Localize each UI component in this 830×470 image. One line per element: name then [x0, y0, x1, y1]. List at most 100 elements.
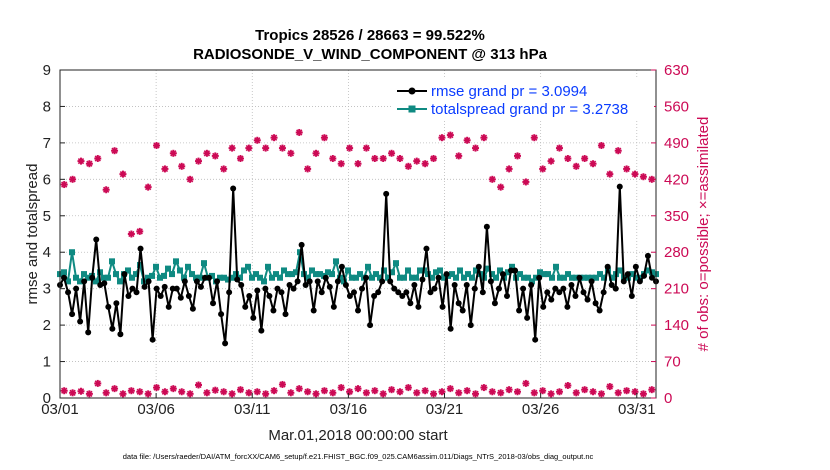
- rmse-point: [129, 285, 136, 292]
- obs-low-point: [614, 389, 622, 397]
- rmse-point: [516, 307, 523, 314]
- totalspread-point: [413, 274, 419, 281]
- totalspread-point: [293, 269, 299, 276]
- rmse-point: [604, 263, 611, 270]
- totalspread-point: [325, 269, 331, 276]
- totalspread-point: [465, 271, 471, 278]
- totalspread-point: [305, 274, 311, 281]
- legend-spread-marker: [408, 105, 416, 113]
- totalspread-point: [209, 272, 215, 279]
- obs-assimilated-point: [497, 183, 505, 191]
- totalspread-point: [365, 263, 371, 270]
- totalspread-point: [237, 274, 243, 281]
- obs-assimilated-point: [329, 155, 337, 163]
- rmse-point: [560, 285, 567, 292]
- totalspread-point: [177, 267, 183, 274]
- obs-assimilated-point: [547, 157, 555, 165]
- obs-low-point: [362, 389, 370, 397]
- obs-assimilated-point: [102, 186, 110, 194]
- obs-assimilated-point: [539, 165, 547, 173]
- totalspread-point: [341, 278, 347, 285]
- obs-low-point: [623, 387, 631, 395]
- rmse-point: [298, 241, 305, 248]
- y-right-tick-label: 560: [664, 98, 689, 115]
- y-left-tick-label: 5: [43, 208, 51, 225]
- rmse-point: [520, 285, 527, 292]
- totalspread-point: [285, 271, 291, 278]
- y-left-tick-label: 2: [43, 317, 51, 334]
- rmse-point: [342, 282, 349, 289]
- x-axis-label: Mar.01,2018 00:00:00 start: [268, 427, 448, 444]
- totalspread-point: [113, 271, 119, 278]
- rmse-point: [230, 185, 237, 192]
- rmse-point: [455, 300, 462, 307]
- rmse-point: [407, 300, 414, 307]
- rmse-point: [294, 278, 301, 285]
- totalspread-point: [257, 274, 263, 281]
- rmse-point: [423, 245, 430, 252]
- rmse-point: [600, 289, 607, 296]
- obs-low-point: [572, 389, 580, 397]
- totalspread-point: [529, 278, 535, 285]
- y-right-tick-label: 420: [664, 171, 689, 188]
- rmse-point: [528, 282, 535, 289]
- totalspread-point: [353, 274, 359, 281]
- totalspread-point: [541, 271, 547, 278]
- rmse-point: [624, 271, 631, 278]
- rmse-point: [125, 292, 132, 299]
- obs-low-point: [60, 387, 68, 395]
- obs-assimilated-point: [623, 165, 631, 173]
- totalspread-point: [525, 274, 531, 281]
- totalspread-point: [245, 263, 251, 270]
- rmse-point: [258, 327, 265, 334]
- rmse-point: [278, 289, 285, 296]
- rmse-point: [371, 292, 378, 299]
- obs-assimilated-point: [589, 160, 597, 168]
- totalspread-point: [469, 274, 475, 281]
- rmse-point: [636, 278, 643, 285]
- rmse-point: [415, 303, 422, 310]
- rmse-point: [246, 292, 253, 299]
- rmse-point: [302, 282, 309, 289]
- totalspread-point: [377, 274, 383, 281]
- chart-title-line1: Tropics 28526 / 28663 = 99.522%: [255, 27, 485, 44]
- obs-low-point: [287, 389, 295, 397]
- y-left-tick-label: 1: [43, 354, 51, 371]
- totalspread-point: [145, 274, 151, 281]
- rmse-point: [495, 285, 502, 292]
- obs-assimilated-point: [446, 131, 454, 139]
- obs-low-point: [455, 389, 463, 397]
- data-file-footer: data file: /Users/raeder/DAI/ATM_forcXX/…: [123, 452, 594, 461]
- obs-low-point: [295, 385, 303, 393]
- obs-low-point: [186, 390, 194, 398]
- rmse-point: [540, 303, 547, 310]
- totalspread-point: [225, 276, 231, 283]
- totalspread-point: [169, 271, 175, 278]
- obs-assimilated-point: [413, 157, 421, 165]
- totalspread-point: [385, 274, 391, 281]
- rmse-point: [189, 305, 196, 312]
- obs-assimilated-point: [94, 155, 102, 163]
- obs-low-point: [195, 381, 203, 389]
- rmse-point: [222, 340, 229, 347]
- y-left-tick-label: 4: [43, 244, 51, 261]
- totalspread-point: [73, 274, 79, 281]
- obs-assimilated-point: [522, 178, 530, 186]
- obs-assimilated-point: [530, 134, 538, 142]
- obs-assimilated-point: [262, 144, 270, 152]
- obs-assimilated-point: [320, 134, 328, 142]
- obs-low-point: [555, 388, 563, 396]
- x-tick-label: 03/01: [41, 401, 79, 418]
- obs-assimilated-point: [421, 160, 429, 168]
- obs-low-point: [253, 388, 261, 396]
- rmse-point: [262, 285, 269, 292]
- obs-low-point: [228, 390, 236, 398]
- obs-assimilated-point: [555, 144, 563, 152]
- totalspread-point: [457, 267, 463, 274]
- obs-assimilated-point: [631, 170, 639, 178]
- totalspread-point: [69, 249, 75, 256]
- rmse-point: [314, 278, 321, 285]
- rmse-point: [318, 289, 325, 296]
- rmse-point: [648, 274, 655, 281]
